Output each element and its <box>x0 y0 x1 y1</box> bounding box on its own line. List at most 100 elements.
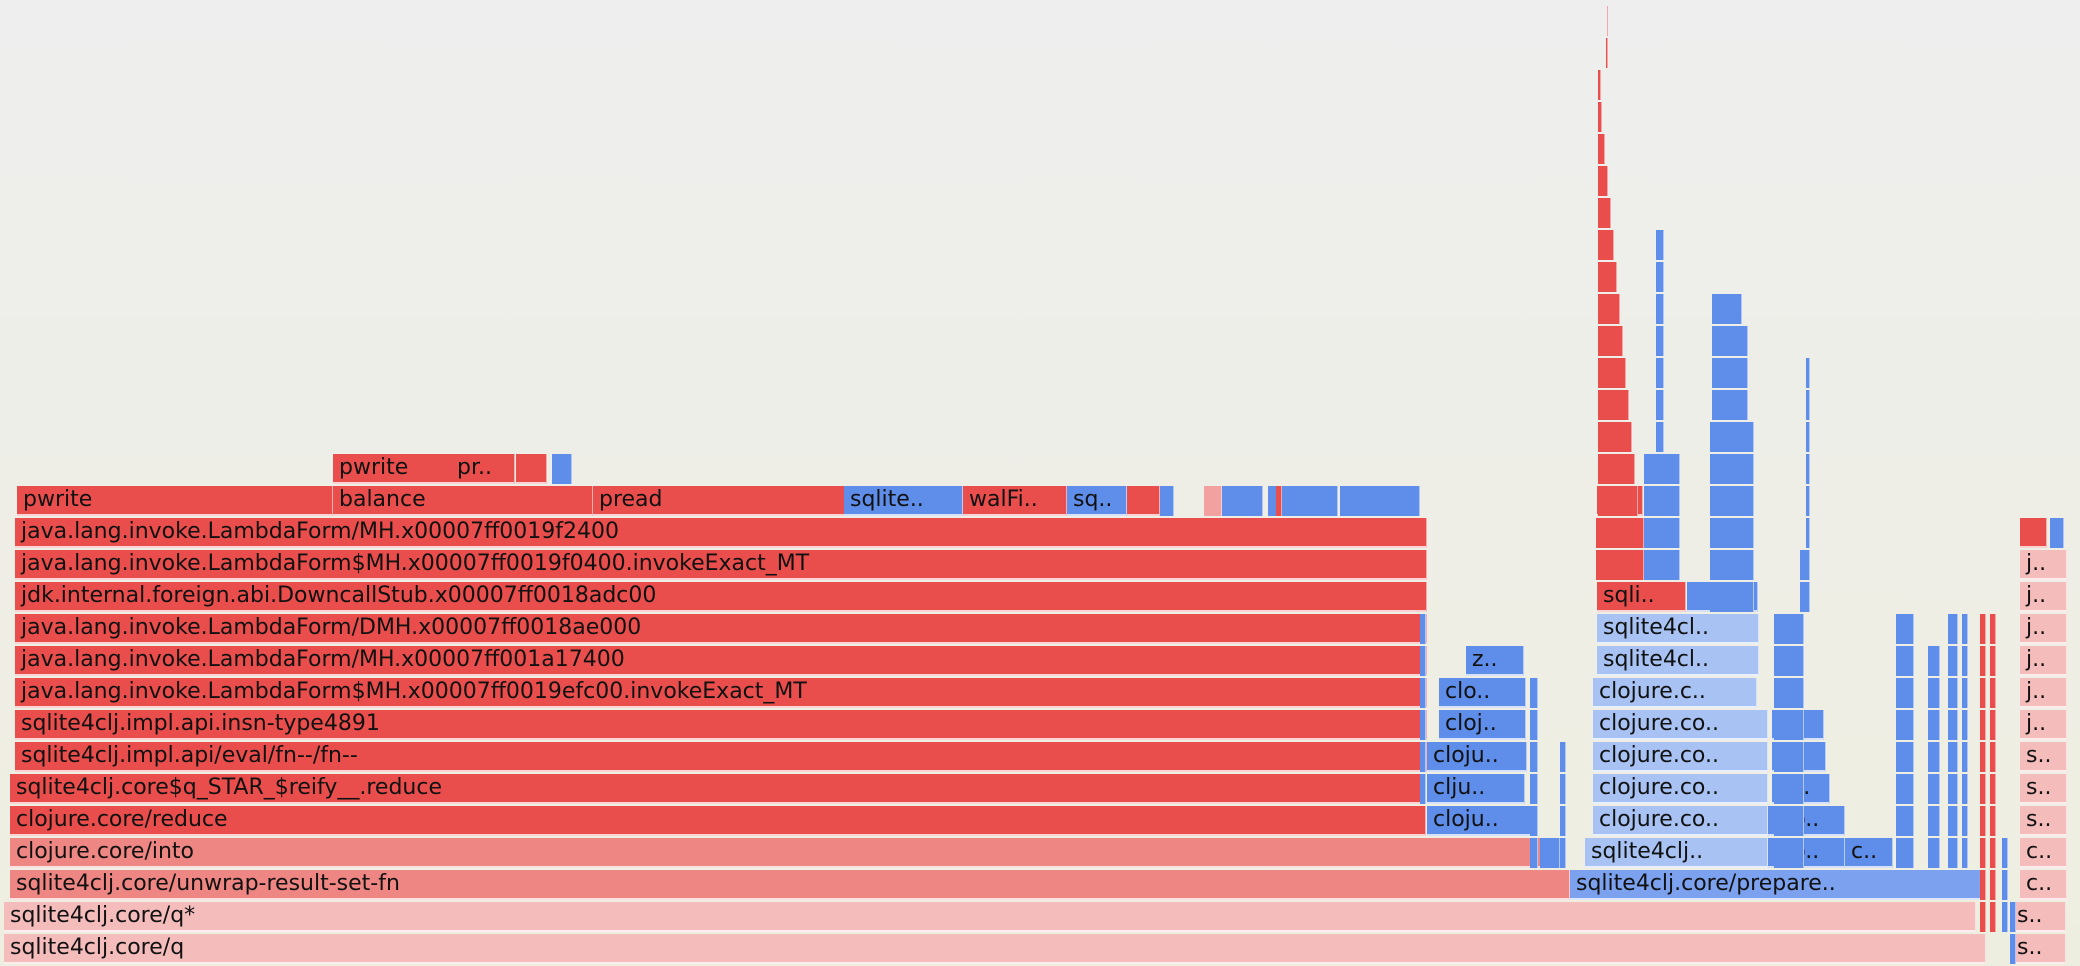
flame-frame-sliver[interactable] <box>1656 262 1664 292</box>
flame-frame[interactable]: sqlite4cl.. <box>1597 614 1759 644</box>
flame-frame[interactable]: sqlite4clj.core/q* <box>4 902 1976 932</box>
flame-frame-sliver[interactable] <box>1980 774 1986 804</box>
flame-frame-sliver[interactable] <box>1656 422 1664 452</box>
flame-frame-sliver[interactable] <box>1420 742 1426 772</box>
flame-frame-sliver[interactable] <box>1607 6 1608 36</box>
flame-frame-sliver[interactable] <box>1896 710 1914 740</box>
flame-frame-sliver[interactable] <box>1990 678 1996 708</box>
flame-frame-sliver[interactable] <box>1962 614 1968 644</box>
flame-frame-sliver[interactable] <box>1948 614 1958 644</box>
flame-frame-sliver[interactable] <box>1806 422 1810 452</box>
flame-frame-sliver[interactable] <box>1990 774 1996 804</box>
flame-frame-sliver[interactable] <box>1980 710 1986 740</box>
flame-frame-sliver[interactable] <box>1420 678 1426 708</box>
flame-frame[interactable]: java.lang.invoke.LambdaForm$MH.x00007ff0… <box>15 678 1427 708</box>
flame-frame-sliver[interactable] <box>1774 646 1804 676</box>
flame-frame-sliver[interactable] <box>1710 518 1754 548</box>
flame-frame-sliver[interactable] <box>2010 902 2016 932</box>
flame-frame-sliver[interactable] <box>1656 230 1664 260</box>
flame-frame-sliver[interactable] <box>1806 358 1810 388</box>
flame-frame-sliver[interactable] <box>1980 838 1986 868</box>
flame-frame[interactable]: j.. <box>2020 550 2067 580</box>
flame-frame-sliver[interactable] <box>1644 550 1680 580</box>
flame-frame-sliver[interactable] <box>1806 518 1810 548</box>
flame-frame-sliver[interactable] <box>1598 134 1605 164</box>
flame-frame[interactable]: clo.. <box>1439 678 1526 708</box>
flame-frame-sliver[interactable] <box>1806 390 1810 420</box>
flame-frame-sliver[interactable] <box>1712 358 1742 388</box>
flame-frame[interactable]: c.. <box>1845 838 1893 868</box>
flame-frame[interactable]: jdk.internal.foreign.abi.DowncallStub.x0… <box>15 582 1427 612</box>
flame-frame-sliver[interactable] <box>1710 582 1754 612</box>
flame-frame-sliver[interactable] <box>1530 678 1538 708</box>
flame-frame[interactable]: c.. <box>2020 838 2067 868</box>
flame-frame-sliver[interactable] <box>1420 774 1426 804</box>
flame-frame[interactable]: s.. <box>2020 774 2067 804</box>
flame-frame-sliver[interactable] <box>1800 550 1810 580</box>
flame-frame-sliver[interactable] <box>1738 390 1748 420</box>
flame-frame[interactable]: j.. <box>2020 582 2067 612</box>
flame-frame[interactable]: s.. <box>2020 742 2067 772</box>
flame-frame[interactable]: balance <box>333 486 593 516</box>
flame-frame-sliver[interactable] <box>1530 710 1538 740</box>
flame-frame-sliver[interactable] <box>1928 838 1940 868</box>
flame-frame-sliver[interactable] <box>1530 742 1538 772</box>
flame-frame[interactable]: walFi.. <box>963 486 1067 516</box>
flame-frame-sliver[interactable] <box>1598 358 1626 388</box>
flame-frame-sliver[interactable] <box>1980 614 1986 644</box>
flame-frame-sliver[interactable] <box>1420 614 1426 644</box>
flame-frame-sliver[interactable] <box>1738 326 1748 356</box>
flame-frame[interactable]: sqlite4clj.core/q <box>4 934 1986 964</box>
flame-frame-sliver[interactable] <box>1896 774 1914 804</box>
flame-frame-sliver[interactable] <box>1896 806 1914 836</box>
flame-frame[interactable]: z.. <box>1466 646 1524 676</box>
flame-frame-sliver[interactable] <box>1644 486 1680 516</box>
flame-frame-sliver[interactable] <box>1656 358 1664 388</box>
flame-frame-sliver[interactable] <box>1990 742 1996 772</box>
flame-frame-sliver[interactable] <box>1598 454 1635 484</box>
flame-frame-sliver[interactable] <box>1598 486 1638 516</box>
flame-frame-sliver[interactable] <box>1644 518 1680 548</box>
flame-frame[interactable]: j.. <box>2020 646 2067 676</box>
flame-frame[interactable]: java.lang.invoke.LambdaForm/MH.x00007ff0… <box>15 518 1427 548</box>
flame-frame[interactable] <box>516 454 547 484</box>
flame-frame-sliver[interactable] <box>2050 518 2064 548</box>
flame-frame-sliver[interactable] <box>1598 422 1632 452</box>
flame-frame-sliver[interactable] <box>1644 454 1680 484</box>
flame-frame-sliver[interactable] <box>1596 518 1644 548</box>
flame-frame-sliver[interactable] <box>1806 486 1810 516</box>
flame-frame[interactable]: clojure.core/into <box>10 838 1564 868</box>
flame-frame-sliver[interactable] <box>1896 742 1914 772</box>
flame-frame-sliver[interactable] <box>1962 646 1968 676</box>
flame-frame-sliver[interactable] <box>1560 806 1566 836</box>
flame-frame[interactable]: s.. <box>2011 902 2066 932</box>
flame-frame-sliver[interactable] <box>1223 486 1263 516</box>
flame-frame-sliver[interactable] <box>1774 838 1804 868</box>
flame-frame-sliver[interactable] <box>1980 902 1986 932</box>
flame-frame-sliver[interactable] <box>1980 870 1986 900</box>
flame-frame-sliver[interactable] <box>1800 582 1810 612</box>
flame-frame-sliver[interactable] <box>1774 806 1804 836</box>
flame-frame-sliver[interactable] <box>1928 742 1940 772</box>
flame-frame[interactable]: s.. <box>2020 806 2067 836</box>
flame-frame-sliver[interactable] <box>1990 646 1996 676</box>
flame-frame-sliver[interactable] <box>1598 198 1611 228</box>
flame-frame-sliver[interactable] <box>1530 774 1538 804</box>
flame-frame-sliver[interactable] <box>1560 742 1566 772</box>
flame-frame[interactable]: sqlite4clj.impl.api/eval/fn--/fn-- <box>15 742 1427 772</box>
flame-frame[interactable]: clojure.co.. <box>1593 774 1768 804</box>
flame-frame-sliver[interactable] <box>1712 294 1742 324</box>
flame-frame[interactable] <box>1127 486 1160 516</box>
flame-frame[interactable]: sqlite4clj.core/unwrap-result-set-fn <box>10 870 1570 900</box>
flame-frame-sliver[interactable] <box>1596 550 1644 580</box>
flame-frame-sliver[interactable] <box>2002 902 2008 932</box>
flame-frame-sliver[interactable] <box>1990 902 1996 932</box>
flame-frame-sliver[interactable] <box>1948 806 1958 836</box>
flame-frame-sliver[interactable] <box>1896 838 1914 868</box>
flame-frame[interactable]: pwrite <box>17 486 333 516</box>
flame-frame[interactable] <box>2020 518 2047 548</box>
flame-frame-sliver[interactable] <box>1276 486 1282 516</box>
flame-frame-sliver[interactable] <box>1948 742 1958 772</box>
flame-frame-sliver[interactable] <box>1928 806 1940 836</box>
flame-frame[interactable]: sqlite4clj.core$q_STAR_$reify__.reduce <box>10 774 1426 804</box>
